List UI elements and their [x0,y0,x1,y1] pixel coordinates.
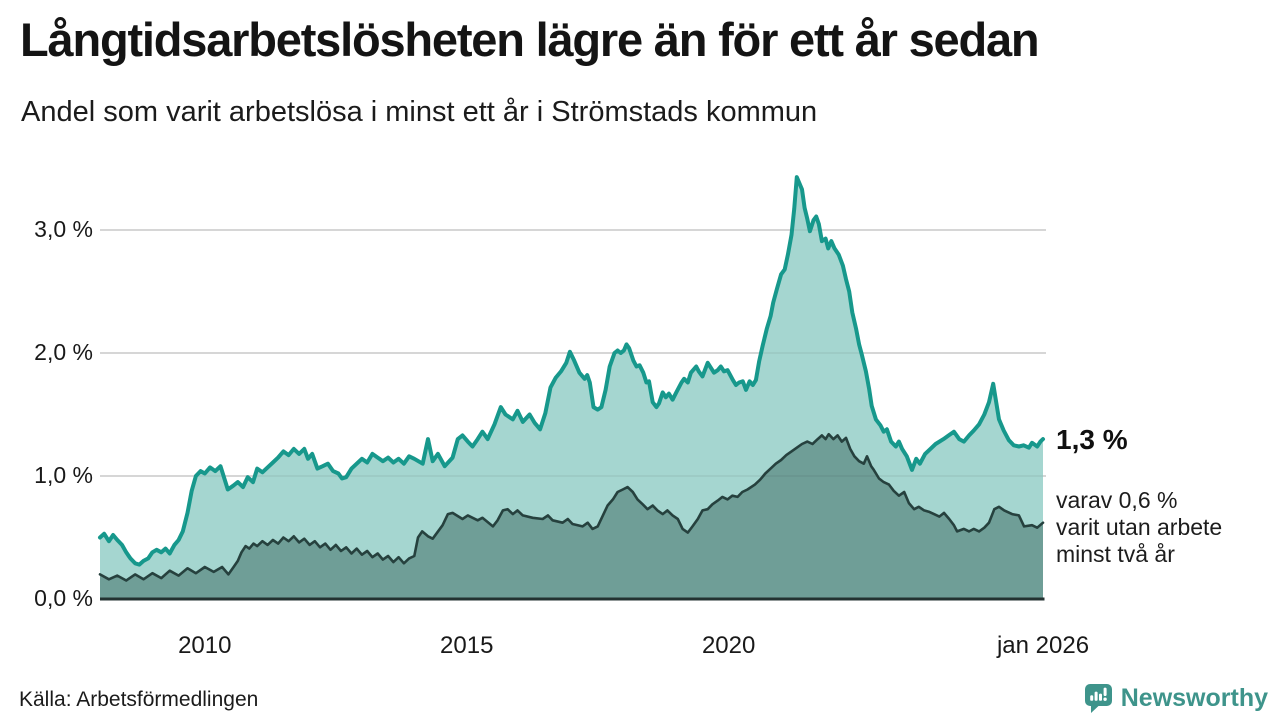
secondary-annotation-line: minst två år [1056,541,1175,567]
secondary-annotation-line: varit utan arbete [1056,514,1223,540]
newsworthy-icon [1084,684,1112,713]
secondary-annotation-line: varav 0,6 % [1056,487,1178,513]
x-axis-tick-label: 2015 [440,632,494,659]
newsworthy-logo[interactable]: Newsworthy [1083,682,1268,714]
y-axis-tick-label: 0,0 % [34,584,93,611]
series-line-1 [98,432,1045,582]
x-axis-tick-label: 2020 [701,632,756,659]
x-axis-tick-label: 2010 [178,632,232,659]
y-axis-tick-label: 3,0 % [34,215,93,242]
secondary-annotation: varav 0,6 % varit utan arbete minst två … [1056,487,1222,568]
page-subtitle: Andel som varit arbetslösa i minst ett å… [21,96,818,128]
y-axis-tick-label: 1,0 % [34,461,93,488]
latest-value-label: 1,3 % [1056,424,1128,455]
x-axis-tick-label: jan 2026 [996,632,1090,659]
newsworthy-brand-text: Newsworthy [1120,683,1268,712]
series-area-1 [100,434,1043,599]
y-axis-tick-label: 2,0 % [34,338,93,365]
source-text: Källa: Arbetsförmedlingen [19,688,259,711]
series-line-0 [98,175,1045,567]
page-title: Långtidsarbetslösheten lägre än för ett … [20,13,1040,66]
